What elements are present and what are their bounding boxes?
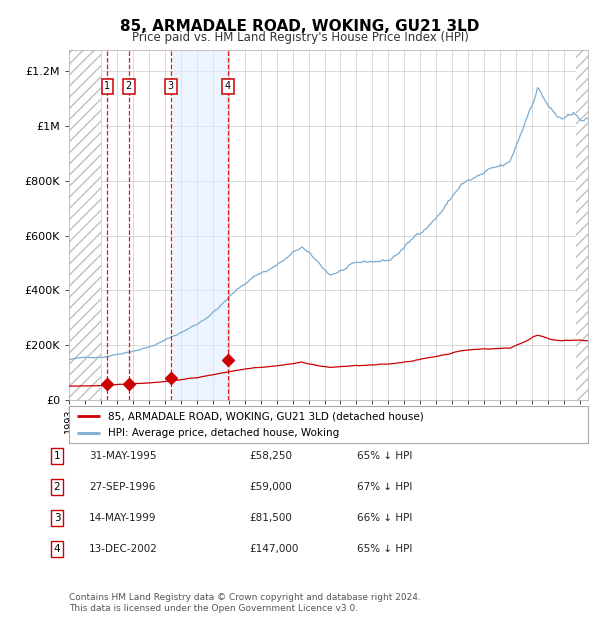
Text: Contains HM Land Registry data © Crown copyright and database right 2024.
This d: Contains HM Land Registry data © Crown c…	[69, 593, 421, 613]
Text: 4: 4	[225, 81, 231, 91]
Text: £147,000: £147,000	[249, 544, 298, 554]
Text: 13-DEC-2002: 13-DEC-2002	[89, 544, 158, 554]
Text: 85, ARMADALE ROAD, WOKING, GU21 3LD (detached house): 85, ARMADALE ROAD, WOKING, GU21 3LD (det…	[108, 411, 424, 421]
Text: 3: 3	[53, 513, 61, 523]
Bar	[173, 50, 229, 400]
Text: 3: 3	[167, 81, 174, 91]
Bar	[576, 50, 588, 400]
Text: HPI: Average price, detached house, Woking: HPI: Average price, detached house, Woki…	[108, 428, 339, 438]
Text: 14-MAY-1999: 14-MAY-1999	[89, 513, 156, 523]
Text: 2: 2	[125, 81, 132, 91]
Text: £81,500: £81,500	[249, 513, 292, 523]
Text: 4: 4	[53, 544, 61, 554]
Text: 1: 1	[104, 81, 110, 91]
Text: £59,000: £59,000	[249, 482, 292, 492]
Text: 31-MAY-1995: 31-MAY-1995	[89, 451, 156, 461]
Text: 65% ↓ HPI: 65% ↓ HPI	[357, 544, 412, 554]
Bar	[69, 50, 101, 400]
Text: £58,250: £58,250	[249, 451, 292, 461]
Text: 1: 1	[53, 451, 61, 461]
Text: 2: 2	[53, 482, 61, 492]
Text: Price paid vs. HM Land Registry's House Price Index (HPI): Price paid vs. HM Land Registry's House …	[131, 31, 469, 44]
Text: 67% ↓ HPI: 67% ↓ HPI	[357, 482, 412, 492]
Text: 65% ↓ HPI: 65% ↓ HPI	[357, 451, 412, 461]
Text: 85, ARMADALE ROAD, WOKING, GU21 3LD: 85, ARMADALE ROAD, WOKING, GU21 3LD	[121, 19, 479, 33]
Text: 27-SEP-1996: 27-SEP-1996	[89, 482, 155, 492]
Text: 66% ↓ HPI: 66% ↓ HPI	[357, 513, 412, 523]
